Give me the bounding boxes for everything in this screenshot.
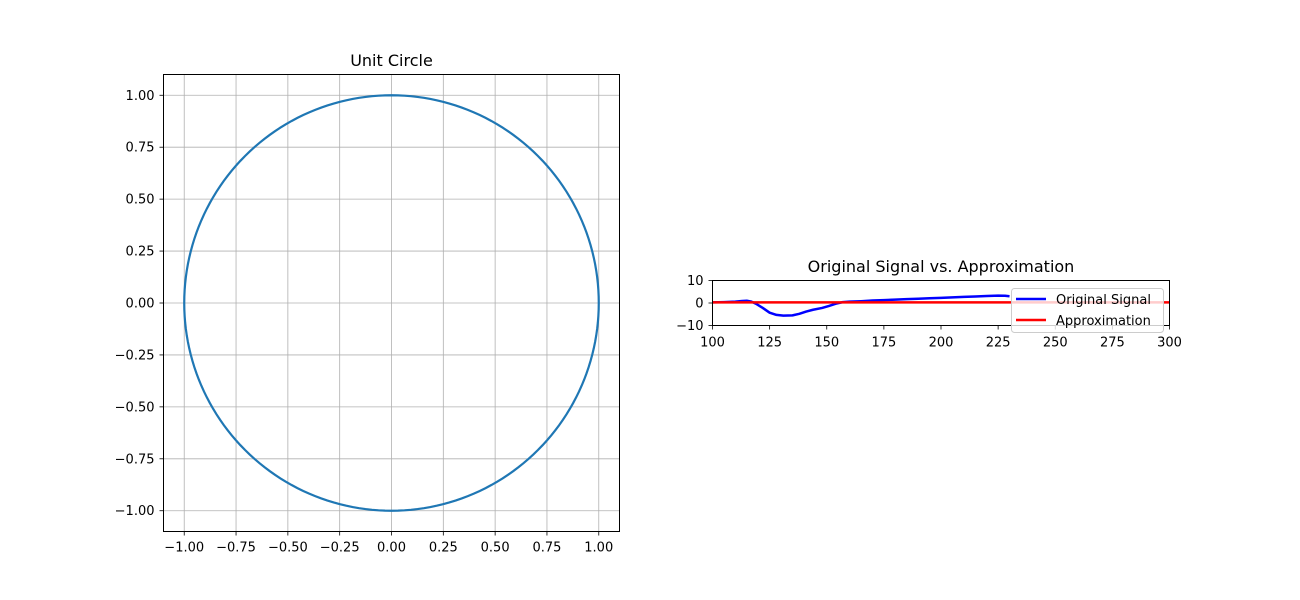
x-tick-label: 0.75 — [532, 541, 561, 556]
y-tick-label: 0.75 — [126, 141, 155, 156]
y-tick-label: −0.75 — [115, 452, 155, 467]
x-tick-label: 0.00 — [377, 541, 406, 556]
y-tick-label: 0.00 — [126, 297, 155, 312]
unit-circle-axes: Unit Circle −1.00 −0.75 −0.50 −0.25 0.00 0.25… — [115, 51, 620, 556]
y-tick-label: −10 — [676, 319, 703, 334]
x-tick-label: 0.25 — [429, 541, 458, 556]
x-tick-label: 225 — [986, 336, 1011, 351]
x-tick-label: 1.00 — [584, 541, 613, 556]
legend-frame — [1011, 288, 1164, 333]
y-tick-label: 0 — [695, 297, 703, 312]
x-tick-label: 125 — [757, 336, 782, 351]
x-tick-label: 200 — [929, 336, 954, 351]
y-tick-label: 0.25 — [126, 245, 155, 260]
x-tick-label: −1.00 — [164, 541, 204, 556]
x-tick-label: 275 — [1100, 336, 1125, 351]
y-tick-label: 0.50 — [126, 193, 155, 208]
signal-legend: Original Signal Approximation — [1011, 288, 1164, 333]
signal-axes: Original Signal vs. Approximation 100 125… — [676, 257, 1182, 351]
x-tick-label: 0.50 — [481, 541, 510, 556]
signal-y-axis: 10 0 −10 — [676, 274, 713, 334]
unit-circle-plot-area — [183, 94, 600, 512]
signal-chart-title: Original Signal vs. Approximation — [808, 257, 1075, 276]
legend-label-approximation: Approximation — [1056, 314, 1151, 329]
x-tick-label: 250 — [1043, 336, 1068, 351]
x-tick-label: 150 — [814, 336, 839, 351]
x-tick-label: −0.25 — [320, 541, 360, 556]
y-tick-label: −0.25 — [115, 348, 155, 363]
x-tick-label: −0.50 — [268, 541, 308, 556]
unit-circle-curve — [183, 94, 600, 512]
y-tick-label: −0.50 — [115, 400, 155, 415]
x-tick-label: 100 — [700, 336, 725, 351]
y-tick-label: −1.00 — [115, 504, 155, 519]
x-tick-label: −0.75 — [216, 541, 256, 556]
unit-circle-x-axis: −1.00 −0.75 −0.50 −0.25 0.00 0.25 0.50 0.75 1.00 — [164, 531, 613, 556]
legend-label-original-signal: Original Signal — [1056, 293, 1151, 308]
unit-circle-y-axis: 1.00 0.75 0.50 0.25 0.00 −0.25 −0.50 −0.75 −1.00 — [115, 89, 164, 519]
y-tick-label: 10 — [687, 274, 704, 289]
x-tick-label: 300 — [1157, 336, 1182, 351]
unit-circle-title: Unit Circle — [350, 51, 433, 70]
x-tick-label: 175 — [871, 336, 896, 351]
signal-x-axis: 100 125 150 175 200 225 250 275 300 — [700, 325, 1182, 351]
y-tick-label: 1.00 — [126, 89, 155, 104]
